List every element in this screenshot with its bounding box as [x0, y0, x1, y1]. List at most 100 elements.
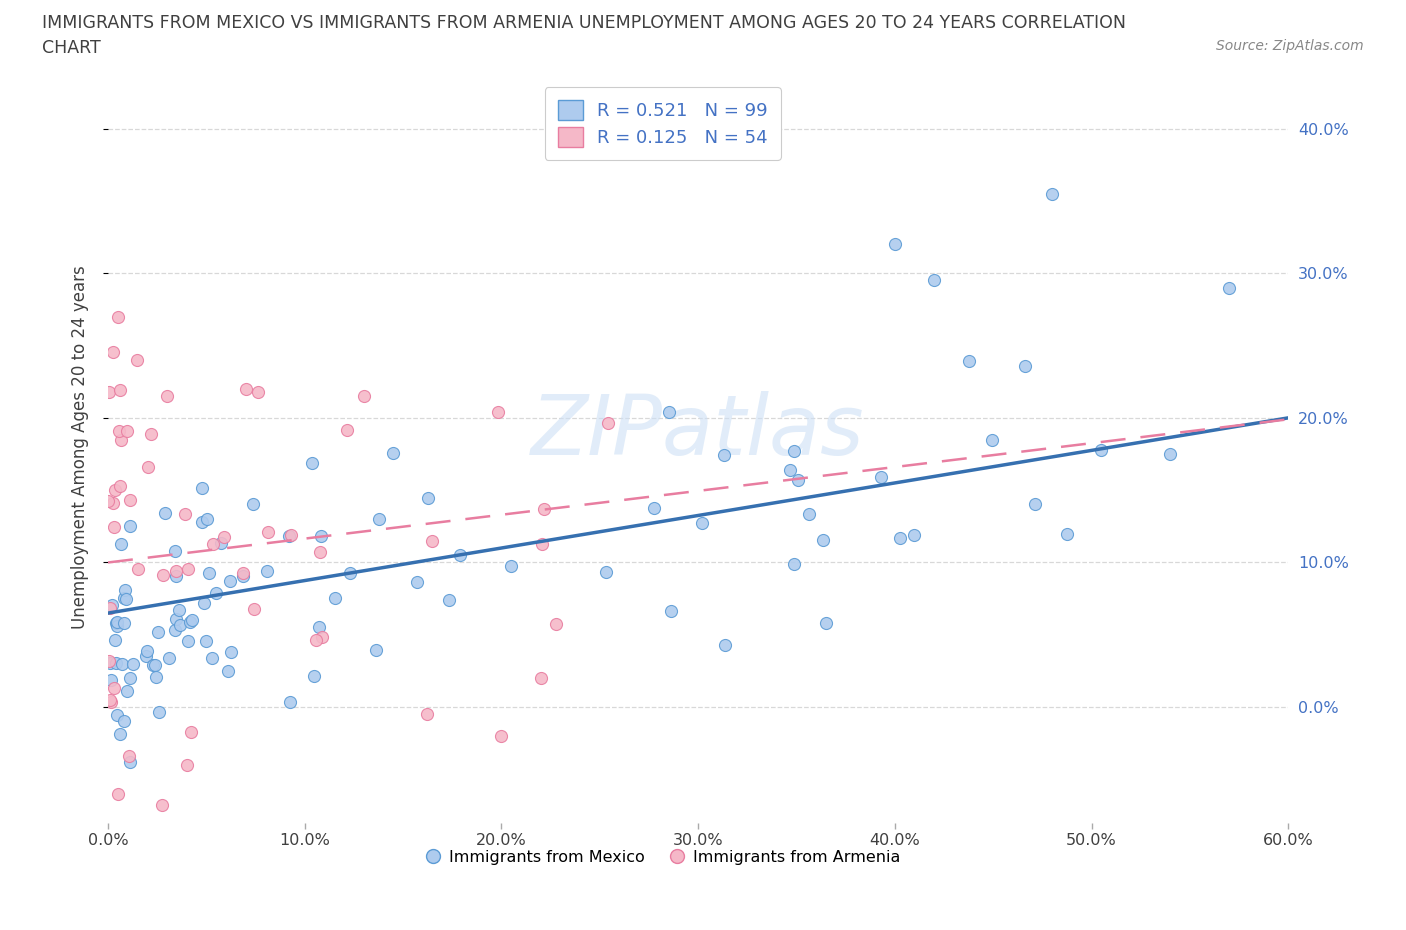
Point — [98, 600, 121, 615]
Point — [103, 681, 125, 696]
Point — [148, 705, 170, 720]
Point — [165, 568, 187, 583]
Point — [120, 754, 142, 769]
Point — [112, 713, 135, 728]
Point — [235, 381, 257, 396]
Point — [107, 309, 129, 324]
Point — [595, 565, 617, 579]
Point — [112, 616, 135, 631]
Point — [336, 423, 359, 438]
Point — [110, 536, 132, 551]
Point — [415, 707, 437, 722]
Point — [280, 527, 302, 542]
Point — [176, 758, 198, 773]
Point — [122, 657, 145, 671]
Point — [142, 658, 165, 672]
Point — [115, 591, 138, 606]
Point — [108, 479, 131, 494]
Point — [108, 726, 131, 741]
Point — [659, 604, 682, 618]
Point — [105, 618, 128, 633]
Point — [219, 574, 242, 589]
Point — [98, 384, 121, 399]
Point — [167, 603, 190, 618]
Point — [107, 615, 129, 630]
Point — [301, 456, 323, 471]
Point — [135, 648, 157, 663]
Point — [903, 527, 925, 542]
Point — [544, 617, 567, 631]
Point — [111, 657, 134, 671]
Text: IMMIGRANTS FROM MEXICO VS IMMIGRANTS FROM ARMENIA UNEMPLOYMENT AMONG AGES 20 TO : IMMIGRANTS FROM MEXICO VS IMMIGRANTS FRO… — [42, 14, 1126, 32]
Point — [339, 565, 361, 580]
Point — [127, 562, 149, 577]
Point — [814, 615, 837, 630]
Point — [205, 586, 228, 601]
Point — [177, 633, 200, 648]
Point — [107, 787, 129, 802]
Point — [98, 692, 121, 707]
Point — [115, 684, 138, 698]
Point — [165, 564, 187, 578]
Point — [437, 592, 460, 607]
Point — [311, 630, 333, 644]
Point — [406, 575, 429, 590]
Point — [256, 564, 278, 578]
Point — [308, 619, 330, 634]
Point — [309, 544, 332, 559]
Point — [118, 492, 141, 507]
Point — [714, 638, 737, 653]
Point — [145, 658, 167, 672]
Point — [115, 424, 138, 439]
Point — [153, 506, 176, 521]
Point — [1056, 526, 1078, 541]
Point — [690, 515, 713, 530]
Point — [304, 633, 326, 648]
Point — [179, 615, 201, 630]
Y-axis label: Unemployment Among Ages 20 to 24 years: Unemployment Among Ages 20 to 24 years — [72, 265, 89, 629]
Point — [309, 528, 332, 543]
Point — [202, 537, 225, 551]
Point — [100, 695, 122, 710]
Point — [127, 352, 149, 367]
Point — [530, 671, 553, 685]
Point — [304, 669, 326, 684]
Point — [596, 415, 619, 430]
Point — [97, 494, 120, 509]
Point — [232, 569, 254, 584]
Point — [219, 644, 242, 659]
Point — [195, 512, 218, 526]
Point — [112, 591, 135, 605]
Point — [209, 535, 232, 550]
Point — [364, 643, 387, 658]
Point — [104, 633, 127, 648]
Point — [201, 651, 224, 666]
Point — [136, 644, 159, 658]
Point — [501, 559, 523, 574]
Point — [232, 565, 254, 580]
Point — [353, 389, 375, 404]
Point — [156, 389, 179, 404]
Point — [191, 480, 214, 495]
Point — [713, 447, 735, 462]
Point — [191, 514, 214, 529]
Point — [101, 344, 124, 359]
Point — [246, 384, 269, 399]
Point — [367, 512, 389, 527]
Point — [146, 625, 169, 640]
Point — [108, 382, 131, 397]
Point — [165, 622, 187, 637]
Point — [136, 459, 159, 474]
Point — [779, 462, 801, 477]
Point — [150, 798, 173, 813]
Point — [491, 728, 513, 743]
Point — [104, 483, 127, 498]
Point — [105, 616, 128, 631]
Point — [165, 612, 187, 627]
Point — [787, 472, 810, 487]
Point — [980, 433, 1002, 448]
Point — [381, 445, 404, 460]
Point — [100, 673, 122, 688]
Point — [1090, 443, 1112, 458]
Point — [100, 597, 122, 612]
